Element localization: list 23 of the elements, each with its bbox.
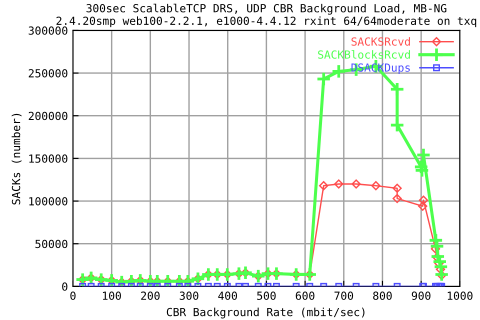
y-tick-label: 200000 bbox=[28, 112, 68, 120]
x-tick-label: 200 bbox=[141, 292, 160, 300]
x-tick-label: 600 bbox=[296, 292, 314, 300]
x-tick-label: 100 bbox=[102, 292, 121, 300]
y-tick-label: 250000 bbox=[28, 69, 68, 78]
y-tick-label: 100000 bbox=[29, 197, 68, 206]
x-tick-label: 1000 bbox=[448, 292, 472, 300]
x-tick-label: 300 bbox=[180, 292, 198, 300]
y-tick-label: 0 bbox=[62, 282, 68, 291]
chart-title: 300sec ScalableTCP DRS, UDP CBR Background Load, MB-NG 2.4.20smp web100-2.2.1, e1000-4.4.12 rxint 64/64moderate on txq bbox=[56, 4, 476, 28]
y-tick-label: 50000 bbox=[35, 240, 68, 248]
x-tick-label: 500 bbox=[257, 292, 276, 300]
y-tick-label: 150000 bbox=[29, 154, 68, 163]
x-tick-label: 900 bbox=[412, 292, 430, 300]
legend-label: SACKSRcvd bbox=[352, 37, 410, 46]
y-tick-label: 300000 bbox=[28, 26, 68, 35]
x-tick-label: 800 bbox=[373, 292, 392, 300]
x-tick-label: 0 bbox=[70, 292, 76, 300]
x-axis-title: CBR Background Rate (mbit/sec) bbox=[166, 308, 364, 318]
y-axis-title: SACKs (number) bbox=[12, 114, 22, 204]
x-tick-label: 700 bbox=[334, 292, 354, 300]
legend-label: SACKBlocksRcvd bbox=[318, 50, 410, 59]
x-tick-label: 400 bbox=[218, 292, 238, 300]
